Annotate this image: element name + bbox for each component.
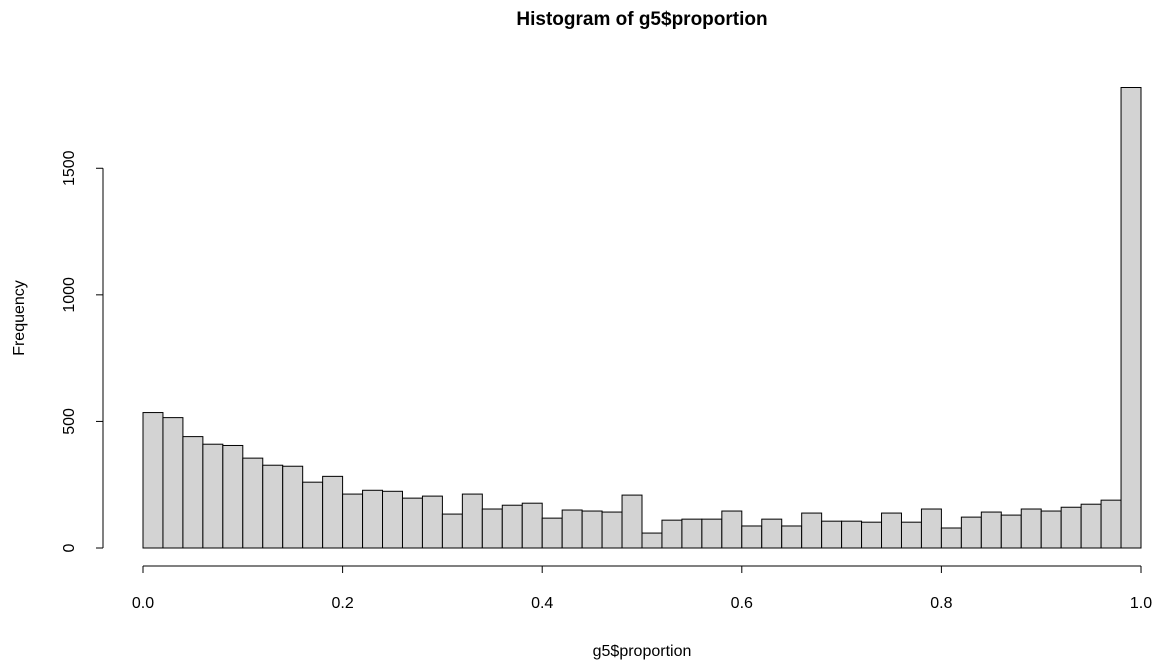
x-tick-label: 0.8 <box>930 595 952 612</box>
x-tick-label: 0.0 <box>132 595 154 612</box>
bar <box>362 489 384 549</box>
bar <box>501 504 523 549</box>
bar <box>641 532 663 549</box>
bar <box>421 495 443 549</box>
bar <box>801 512 823 549</box>
bar <box>841 520 863 549</box>
bar <box>861 521 883 549</box>
bar <box>222 444 244 549</box>
bar <box>681 518 703 549</box>
y-tick-label: 1500 <box>61 150 78 186</box>
bar <box>881 512 902 549</box>
y-tick-label: 1000 <box>61 277 78 313</box>
bar <box>721 510 743 549</box>
bar <box>162 417 184 549</box>
bar <box>900 521 922 549</box>
bar <box>1020 508 1042 549</box>
bar <box>521 502 543 549</box>
x-tick-label: 0.6 <box>731 595 753 612</box>
bar <box>960 516 982 549</box>
x-tick-label: 1.0 <box>1130 595 1152 612</box>
bar <box>980 511 1002 549</box>
y-tick-label: 0 <box>61 543 78 552</box>
y-tick-label: 500 <box>61 408 78 435</box>
bar <box>302 481 324 549</box>
bar <box>661 519 683 549</box>
x-tick-label: 0.2 <box>331 595 353 612</box>
bar <box>461 493 483 549</box>
bar <box>322 475 344 549</box>
bar <box>920 508 942 549</box>
bar <box>701 518 723 549</box>
bar <box>382 490 403 549</box>
bar <box>1100 499 1122 549</box>
bar <box>1040 510 1062 549</box>
bar <box>541 517 563 549</box>
bar <box>581 510 603 549</box>
bar <box>481 508 503 549</box>
bar <box>202 443 224 549</box>
bar <box>1060 506 1082 549</box>
bar <box>182 436 204 549</box>
x-axis-label: g5$proportion <box>593 643 692 660</box>
bar <box>441 513 463 549</box>
chart-title: Histogram of g5$proportion <box>516 9 767 30</box>
bar <box>621 494 643 549</box>
bar <box>561 509 583 549</box>
x-tick-label: 0.4 <box>531 595 553 612</box>
bar <box>821 520 843 549</box>
y-axis-label: Frequency <box>11 280 28 356</box>
bar <box>282 465 304 549</box>
bar <box>761 518 783 549</box>
bar <box>242 457 264 549</box>
bar <box>1080 503 1102 549</box>
bar <box>401 497 423 549</box>
bar <box>741 525 763 549</box>
bar <box>781 525 803 549</box>
bar <box>1000 514 1022 549</box>
bar <box>1120 87 1142 549</box>
bar <box>342 493 364 549</box>
bar <box>940 527 962 549</box>
bar <box>601 511 623 549</box>
bar <box>142 412 164 549</box>
bar <box>262 464 284 549</box>
